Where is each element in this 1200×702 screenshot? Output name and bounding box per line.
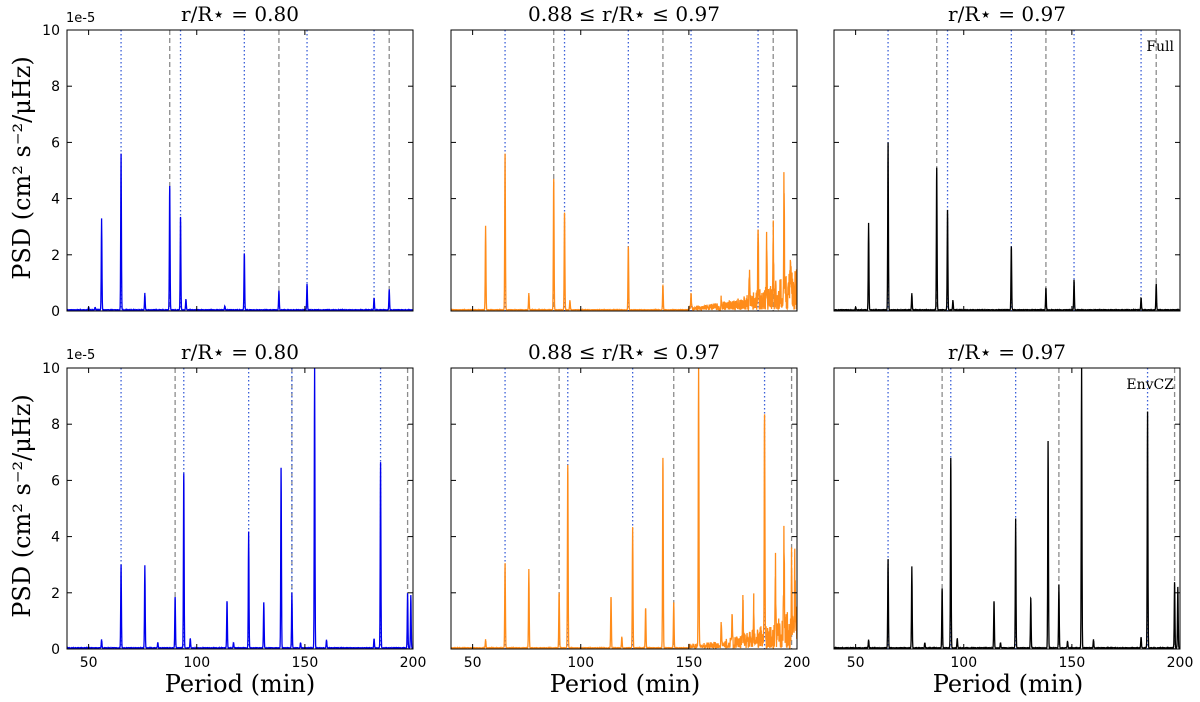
y-tick-label: 10 [42, 23, 60, 39]
y-axis-label-bottom: PSD (cm² s⁻²/μHz) [8, 394, 36, 618]
y-tick-label: 10 [42, 361, 60, 377]
axes-frame [833, 29, 1181, 312]
subplot-1-1: 50 100 150 200 0.88 ≤ r/R⋆ ≤ 0.97 [450, 340, 811, 671]
y-tick-label: 6 [51, 135, 60, 151]
x-tick-label: 100 [183, 655, 210, 671]
subplot-title: 0.88 ≤ r/R⋆ ≤ 0.97 [528, 2, 720, 26]
y-tick-label: 8 [51, 79, 60, 95]
panel-annotation: EnvCZ [1126, 377, 1174, 393]
y-tick-label: 4 [51, 530, 60, 546]
y-offset-text-bottom: 1e-5 [66, 348, 95, 363]
y-tick-label: 2 [51, 586, 60, 602]
spectrum-series [834, 368, 1180, 649]
subplot-0-2: r/R⋆ = 0.97 Full [833, 2, 1181, 312]
x-tick-label: 50 [80, 655, 98, 671]
axes-frame [66, 29, 414, 312]
y-offset-text-top: 1e-5 [66, 11, 95, 26]
axes-frame [66, 367, 414, 650]
subplot-title: r/R⋆ = 0.97 [948, 2, 1066, 26]
y-tick-label: 6 [51, 473, 60, 489]
x-axis-label-right: Period (min) [933, 670, 1083, 698]
x-tick-label: 200 [400, 655, 427, 671]
x-tick-label: 150 [676, 655, 703, 671]
subplot-title: r/R⋆ = 0.97 [948, 340, 1066, 364]
y-tick-label: 4 [51, 192, 60, 208]
x-tick-label: 100 [950, 655, 977, 671]
x-tick-label: 200 [1167, 655, 1194, 671]
y-tick-label: 8 [51, 417, 60, 433]
panel-annotation: Full [1146, 39, 1174, 55]
y-tick-label: 0 [51, 642, 60, 658]
y-tick-label: 2 [51, 248, 60, 264]
subplot-title: r/R⋆ = 0.80 [181, 340, 299, 364]
spectrum-series [451, 153, 797, 311]
x-tick-label: 100 [567, 655, 594, 671]
spectrum-series [67, 368, 413, 649]
spectrum-series [451, 368, 797, 649]
x-axis-label-middle: Period (min) [550, 670, 700, 698]
spectrum-series [67, 153, 413, 311]
subplot-grid: 0 2 4 6 8 10 r/R⋆ = 0.80 0.88 ≤ r/R⋆ ≤ 0.97 r/R⋆… [42, 2, 1193, 671]
axes-frame [450, 29, 798, 312]
x-tick-label: 50 [464, 655, 482, 671]
subplot-0-1: 0.88 ≤ r/R⋆ ≤ 0.97 [450, 2, 798, 312]
subplot-title: 0.88 ≤ r/R⋆ ≤ 0.97 [528, 340, 720, 364]
x-tick-label: 200 [784, 655, 811, 671]
spectrum-series [834, 142, 1180, 311]
y-tick-label: 0 [51, 304, 60, 320]
subplot-1-0: 50 100 150 200 0 2 4 6 8 10 r/R⋆ = 0.80 [42, 340, 426, 671]
axes-frame [450, 367, 798, 650]
axes-frame [833, 367, 1181, 650]
subplot-0-0: 0 2 4 6 8 10 r/R⋆ = 0.80 [42, 2, 414, 320]
x-tick-label: 150 [292, 655, 319, 671]
x-axis-label-left: Period (min) [165, 670, 315, 698]
x-tick-label: 150 [1059, 655, 1086, 671]
subplot-1-2: 50 100 150 200 r/R⋆ = 0.97 EnvCZ [833, 340, 1194, 671]
y-axis-label-top: PSD (cm² s⁻²/μHz) [8, 56, 36, 280]
x-tick-label: 50 [847, 655, 865, 671]
subplot-title: r/R⋆ = 0.80 [181, 2, 299, 26]
